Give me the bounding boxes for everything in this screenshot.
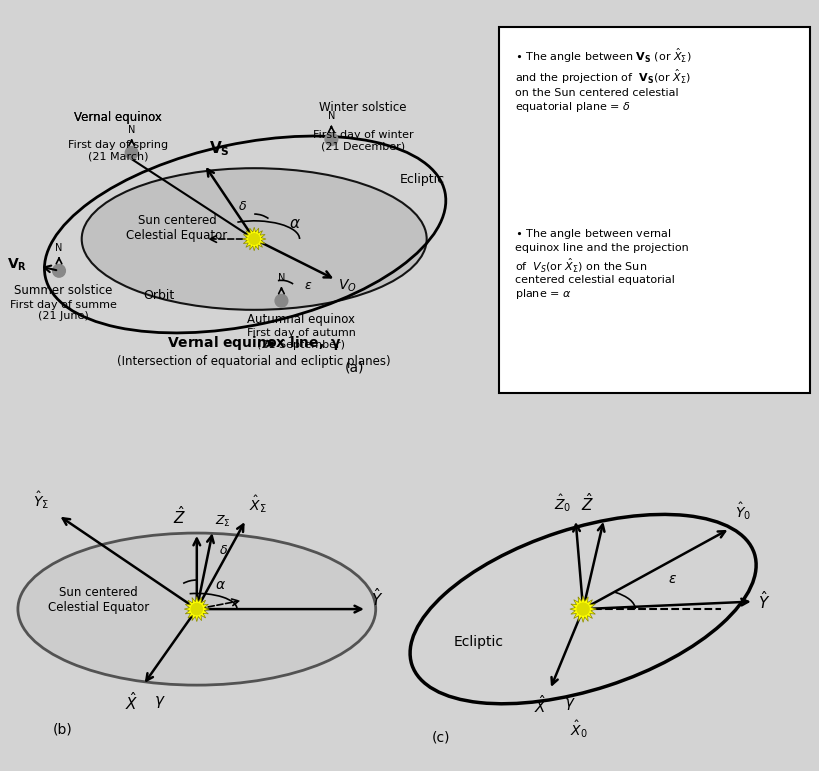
Text: N: N — [55, 243, 62, 253]
Text: $\hat{X}$: $\hat{X}$ — [533, 695, 546, 716]
Text: $\gamma$: $\gamma$ — [563, 696, 575, 712]
Text: $\alpha$: $\alpha$ — [215, 578, 225, 592]
Polygon shape — [569, 596, 595, 622]
Text: $\delta$: $\delta$ — [219, 544, 228, 557]
Text: First day of summe
(21 June): First day of summe (21 June) — [10, 300, 117, 322]
Text: $V_O$: $V_O$ — [337, 277, 356, 294]
Ellipse shape — [18, 533, 375, 685]
Text: Autumnal equinox: Autumnal equinox — [247, 314, 355, 326]
Text: $\varepsilon$: $\varepsilon$ — [667, 571, 676, 585]
FancyBboxPatch shape — [498, 27, 809, 393]
Text: First day of spring
(21 March): First day of spring (21 March) — [68, 140, 168, 162]
Text: First day of autumn
(21 September): First day of autumn (21 September) — [247, 328, 355, 349]
Text: $\hat{Y}_\Sigma$: $\hat{Y}_\Sigma$ — [33, 489, 49, 510]
Circle shape — [324, 133, 337, 146]
Polygon shape — [184, 597, 209, 621]
Circle shape — [52, 264, 66, 277]
Circle shape — [274, 295, 287, 307]
Text: (Intersection of equatorial and ecliptic planes): (Intersection of equatorial and ecliptic… — [117, 355, 391, 368]
Text: $\hat{Y}_0$: $\hat{Y}_0$ — [734, 500, 750, 522]
Polygon shape — [242, 227, 265, 251]
Text: $\mathbf{Vernal\ equinox\ line,\ \gamma}$: $\mathbf{Vernal\ equinox\ line,\ \gamma}… — [166, 335, 342, 352]
Text: N: N — [328, 111, 335, 121]
Text: $\varepsilon$: $\varepsilon$ — [304, 279, 312, 292]
Text: Vernal equinox: Vernal equinox — [74, 111, 162, 123]
Circle shape — [249, 234, 259, 244]
Text: $\hat{X}_0$: $\hat{X}_0$ — [569, 718, 586, 739]
Text: $\hat{Z}$: $\hat{Z}$ — [581, 493, 594, 514]
Ellipse shape — [82, 168, 426, 310]
Text: Orbit: Orbit — [143, 289, 174, 301]
Text: Summer solstice: Summer solstice — [15, 284, 112, 298]
Text: $\delta$: $\delta$ — [238, 200, 247, 213]
Text: $\mathbf{V_R}$: $\mathbf{V_R}$ — [7, 256, 27, 273]
Circle shape — [191, 604, 202, 614]
Text: N: N — [278, 273, 285, 283]
Text: $Z_\Sigma$: $Z_\Sigma$ — [215, 513, 230, 529]
Text: $\bullet$ The angle between $\mathbf{V_S}$ (or $\hat{X}_\Sigma$)
and the project: $\bullet$ The angle between $\mathbf{V_S… — [514, 46, 690, 113]
Text: (a): (a) — [344, 361, 364, 375]
Text: Sun centered
Celestial Equator: Sun centered Celestial Equator — [48, 586, 149, 614]
Text: $\hat{Z}_0$: $\hat{Z}_0$ — [554, 493, 571, 514]
Text: Vernal equinox: Vernal equinox — [74, 111, 162, 123]
Text: $\hat{X}_\Sigma$: $\hat{X}_\Sigma$ — [248, 493, 266, 515]
Text: (c): (c) — [431, 730, 450, 744]
Text: $\hat{Y}$: $\hat{Y}$ — [758, 591, 770, 612]
Text: (b): (b) — [52, 723, 72, 737]
Circle shape — [125, 146, 138, 159]
Text: First day of winter
(21 December): First day of winter (21 December) — [313, 130, 413, 152]
Text: $\gamma$: $\gamma$ — [154, 694, 165, 710]
Text: Ecliptic: Ecliptic — [454, 635, 503, 649]
Text: Winter solstice: Winter solstice — [319, 101, 406, 114]
Text: Ecliptic: Ecliptic — [399, 173, 444, 187]
Text: N: N — [128, 125, 135, 135]
Text: $\mathbf{V_S}$: $\mathbf{V_S}$ — [209, 140, 229, 158]
Text: $\hat{Z}$: $\hat{Z}$ — [173, 505, 186, 527]
Circle shape — [577, 603, 588, 615]
Text: $\bullet$ The angle between vernal
equinox line and the projection
of  $V_S$(or : $\bullet$ The angle between vernal equin… — [514, 227, 688, 301]
Text: $\alpha$: $\alpha$ — [288, 216, 301, 231]
Text: $\hat{Y}$: $\hat{Y}$ — [371, 587, 383, 608]
Text: Sun centered
Celestial Equator: Sun centered Celestial Equator — [126, 214, 228, 242]
Text: $\hat{X}$: $\hat{X}$ — [125, 692, 138, 713]
